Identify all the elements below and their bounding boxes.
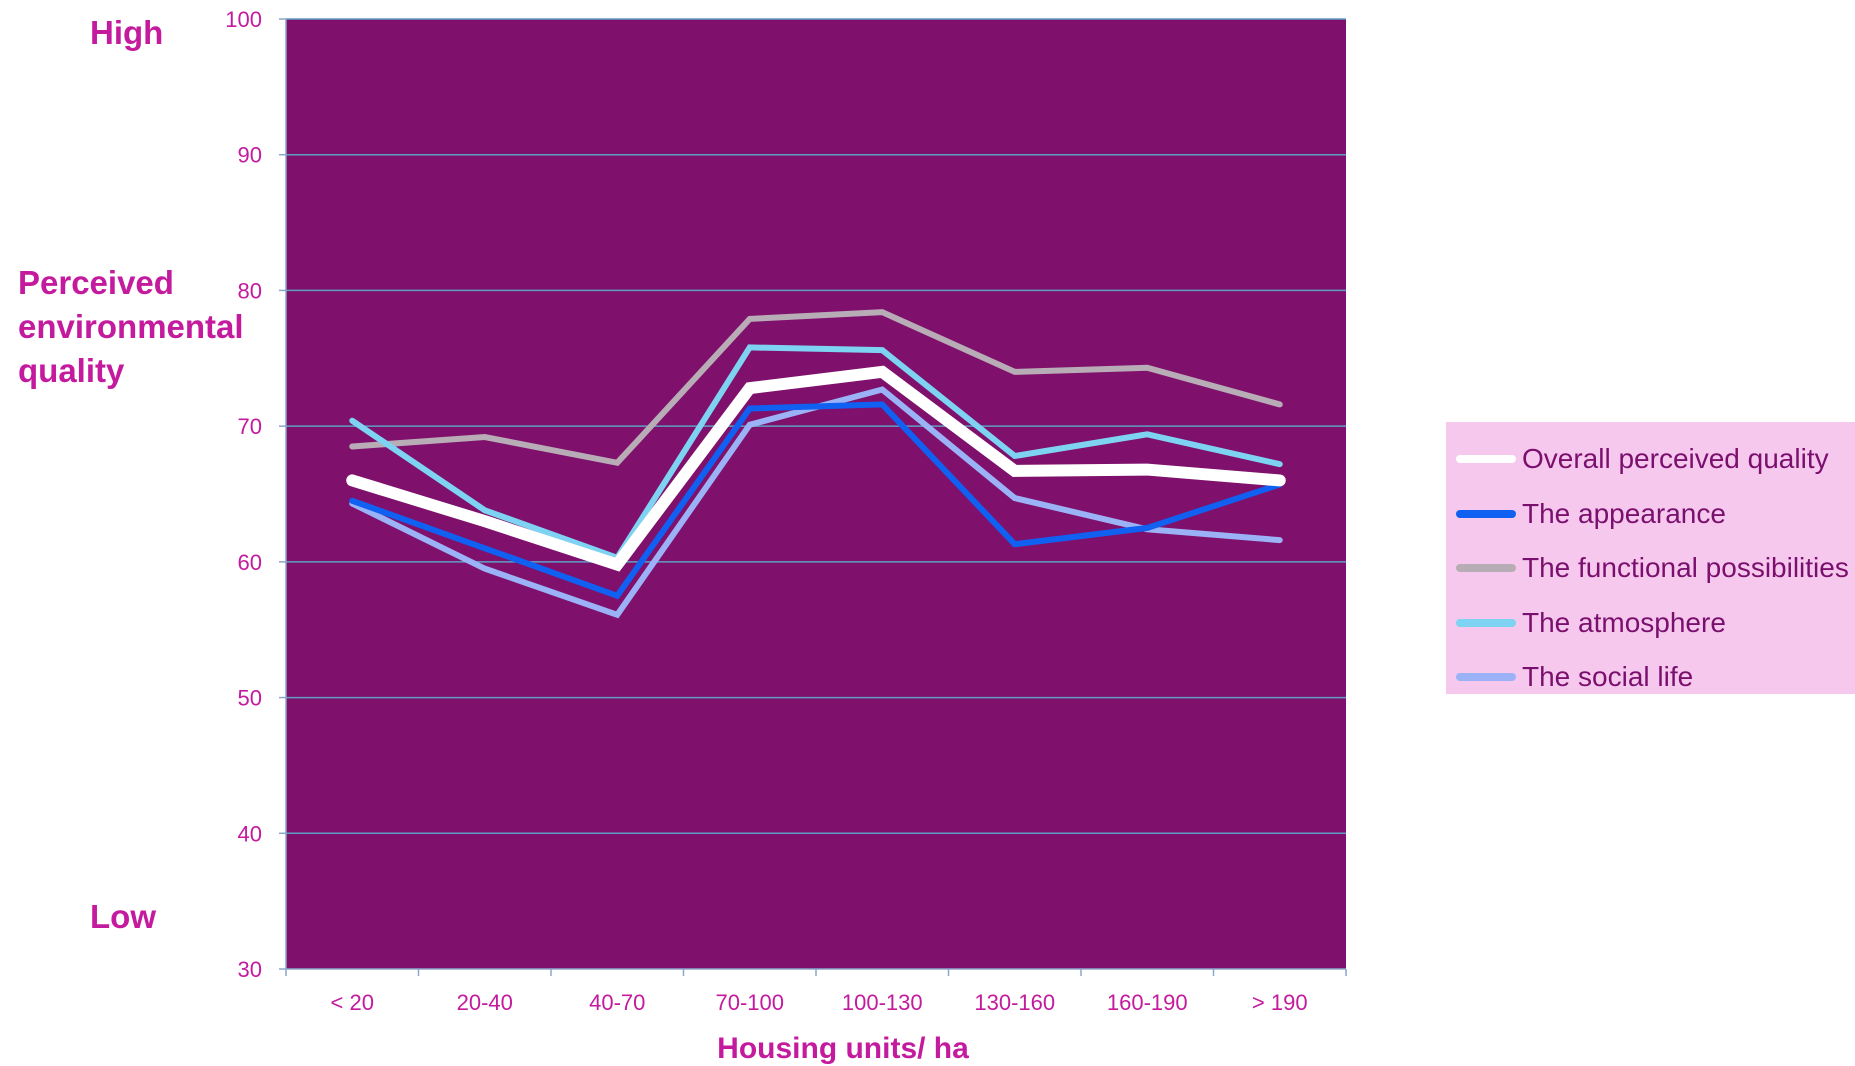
x-tick-label: > 190 xyxy=(1252,990,1308,1015)
y-tick-label: 60 xyxy=(238,550,262,575)
series-line xyxy=(349,344,1283,562)
legend-swatch xyxy=(1456,455,1516,464)
legend-item: The atmosphere xyxy=(1446,596,1855,651)
y-tick-label: 30 xyxy=(238,957,262,982)
y-tick-label: 50 xyxy=(238,686,262,711)
x-tick-label: 160-190 xyxy=(1107,990,1188,1015)
y-axis-label: Perceived environmental quality xyxy=(18,261,244,393)
legend-item: The functional possibilities xyxy=(1446,541,1855,596)
legend-swatch xyxy=(1456,618,1516,627)
legend-item: The social life xyxy=(1446,650,1855,694)
x-tick-label: 100-130 xyxy=(842,990,923,1015)
x-axis-label: Housing units/ ha xyxy=(717,1032,969,1065)
legend-label: Overall perceived quality xyxy=(1522,443,1829,475)
series-lines xyxy=(346,309,1286,619)
series-line xyxy=(346,365,1286,572)
legend-swatch xyxy=(1456,673,1516,682)
y-tick-labels: 30 40 50 60 70 80 90 100 xyxy=(225,7,262,982)
y-tick-label: 80 xyxy=(238,278,262,303)
legend-label: The social life xyxy=(1522,661,1694,693)
x-tick-label: 40-70 xyxy=(589,990,645,1015)
low-label: Low xyxy=(90,898,156,935)
y-tick-label: 40 xyxy=(238,821,262,846)
series-line xyxy=(349,401,1283,600)
chart-legend: Overall perceived quality The appearance… xyxy=(1446,422,1855,694)
x-tick-label: < 20 xyxy=(331,990,374,1015)
legend-label: The atmosphere xyxy=(1522,606,1726,638)
legend-swatch xyxy=(1456,564,1516,573)
legend-swatch xyxy=(1456,509,1516,518)
x-tick-label: 130-160 xyxy=(974,990,1055,1015)
high-label: High xyxy=(90,14,164,51)
axes xyxy=(279,18,1347,976)
y-tick-label: 100 xyxy=(225,7,262,32)
y-tick-label: 70 xyxy=(238,414,262,439)
y-axis-label-line-1: Perceived xyxy=(18,264,174,301)
legend-label: The functional possibilities xyxy=(1522,552,1849,584)
x-tick-label: 20-40 xyxy=(457,990,513,1015)
legend-item: Overall perceived quality xyxy=(1446,432,1855,487)
series-line xyxy=(349,309,1283,467)
y-tick-label: 90 xyxy=(238,143,262,168)
gridlines xyxy=(286,18,1346,835)
y-axis-label-line-3: quality xyxy=(18,352,125,389)
plot-area xyxy=(286,19,1346,969)
legend-item: The appearance xyxy=(1446,487,1855,542)
legend-label: The appearance xyxy=(1522,497,1726,529)
x-tick-label: 70-100 xyxy=(715,990,784,1015)
y-axis-label-line-2: environmental xyxy=(18,308,244,345)
x-tick-labels: < 20 20-40 40-70 70-100 100-130 130-160 160-19… xyxy=(331,990,1308,1015)
